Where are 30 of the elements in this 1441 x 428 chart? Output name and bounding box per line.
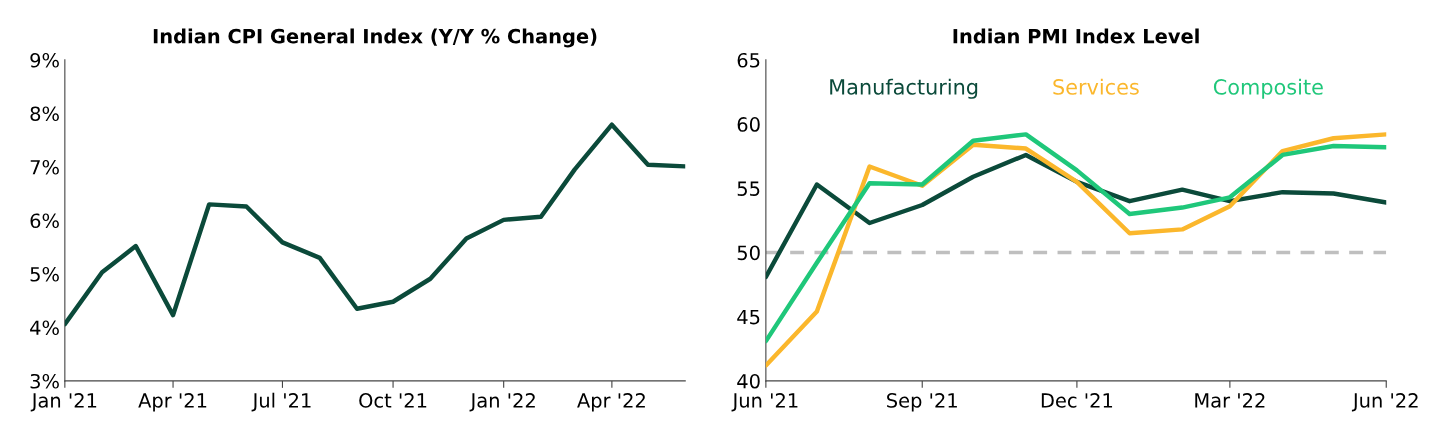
y-tick-label: 60 xyxy=(737,117,760,132)
y-tick-label: 5% xyxy=(30,266,59,282)
x-tick-label: Oct '21 xyxy=(359,393,427,408)
y-tick-label: 65 xyxy=(737,52,760,68)
y-tick-label: 3% xyxy=(30,373,59,389)
x-tick-label: Apr '22 xyxy=(577,393,645,412)
text: Services xyxy=(1053,78,1139,95)
x-tick-label: Sep '21 xyxy=(887,393,957,412)
x-tick-label: Jan '22 xyxy=(469,393,535,412)
y-tick-label: 40 xyxy=(737,373,760,389)
y-tick-label: 50 xyxy=(737,245,760,261)
x-tick-label: Dec '21 xyxy=(1041,393,1113,408)
y-tick-label: 8% xyxy=(30,106,59,122)
y-tick-label: 45 xyxy=(737,309,760,325)
x-tick-label: Apr '21 xyxy=(138,393,207,412)
y-tick-label: 6% xyxy=(30,213,59,229)
x-tick-label: Jun '22 xyxy=(1351,393,1418,412)
x-tick-label: Jul '21 xyxy=(251,392,311,412)
y-tick-label: 9% xyxy=(30,52,59,68)
text: Composite xyxy=(1213,78,1323,99)
line-series xyxy=(64,122,686,327)
chart-title: Indian CPI General Index (Y/Y % Change) xyxy=(153,28,597,48)
x-tick-label: Jan '21 xyxy=(30,393,97,412)
x-tick-label: Jun '21 xyxy=(731,393,798,412)
y-tick-label: 55 xyxy=(737,181,760,196)
text: Manufacturing xyxy=(830,78,978,99)
x-tick-label: Mar '22 xyxy=(1195,393,1265,408)
y-tick-label: 4% xyxy=(30,320,59,336)
chart-title: Indian PMI Index Level xyxy=(953,28,1199,44)
y-tick-label: 7% xyxy=(30,159,59,175)
